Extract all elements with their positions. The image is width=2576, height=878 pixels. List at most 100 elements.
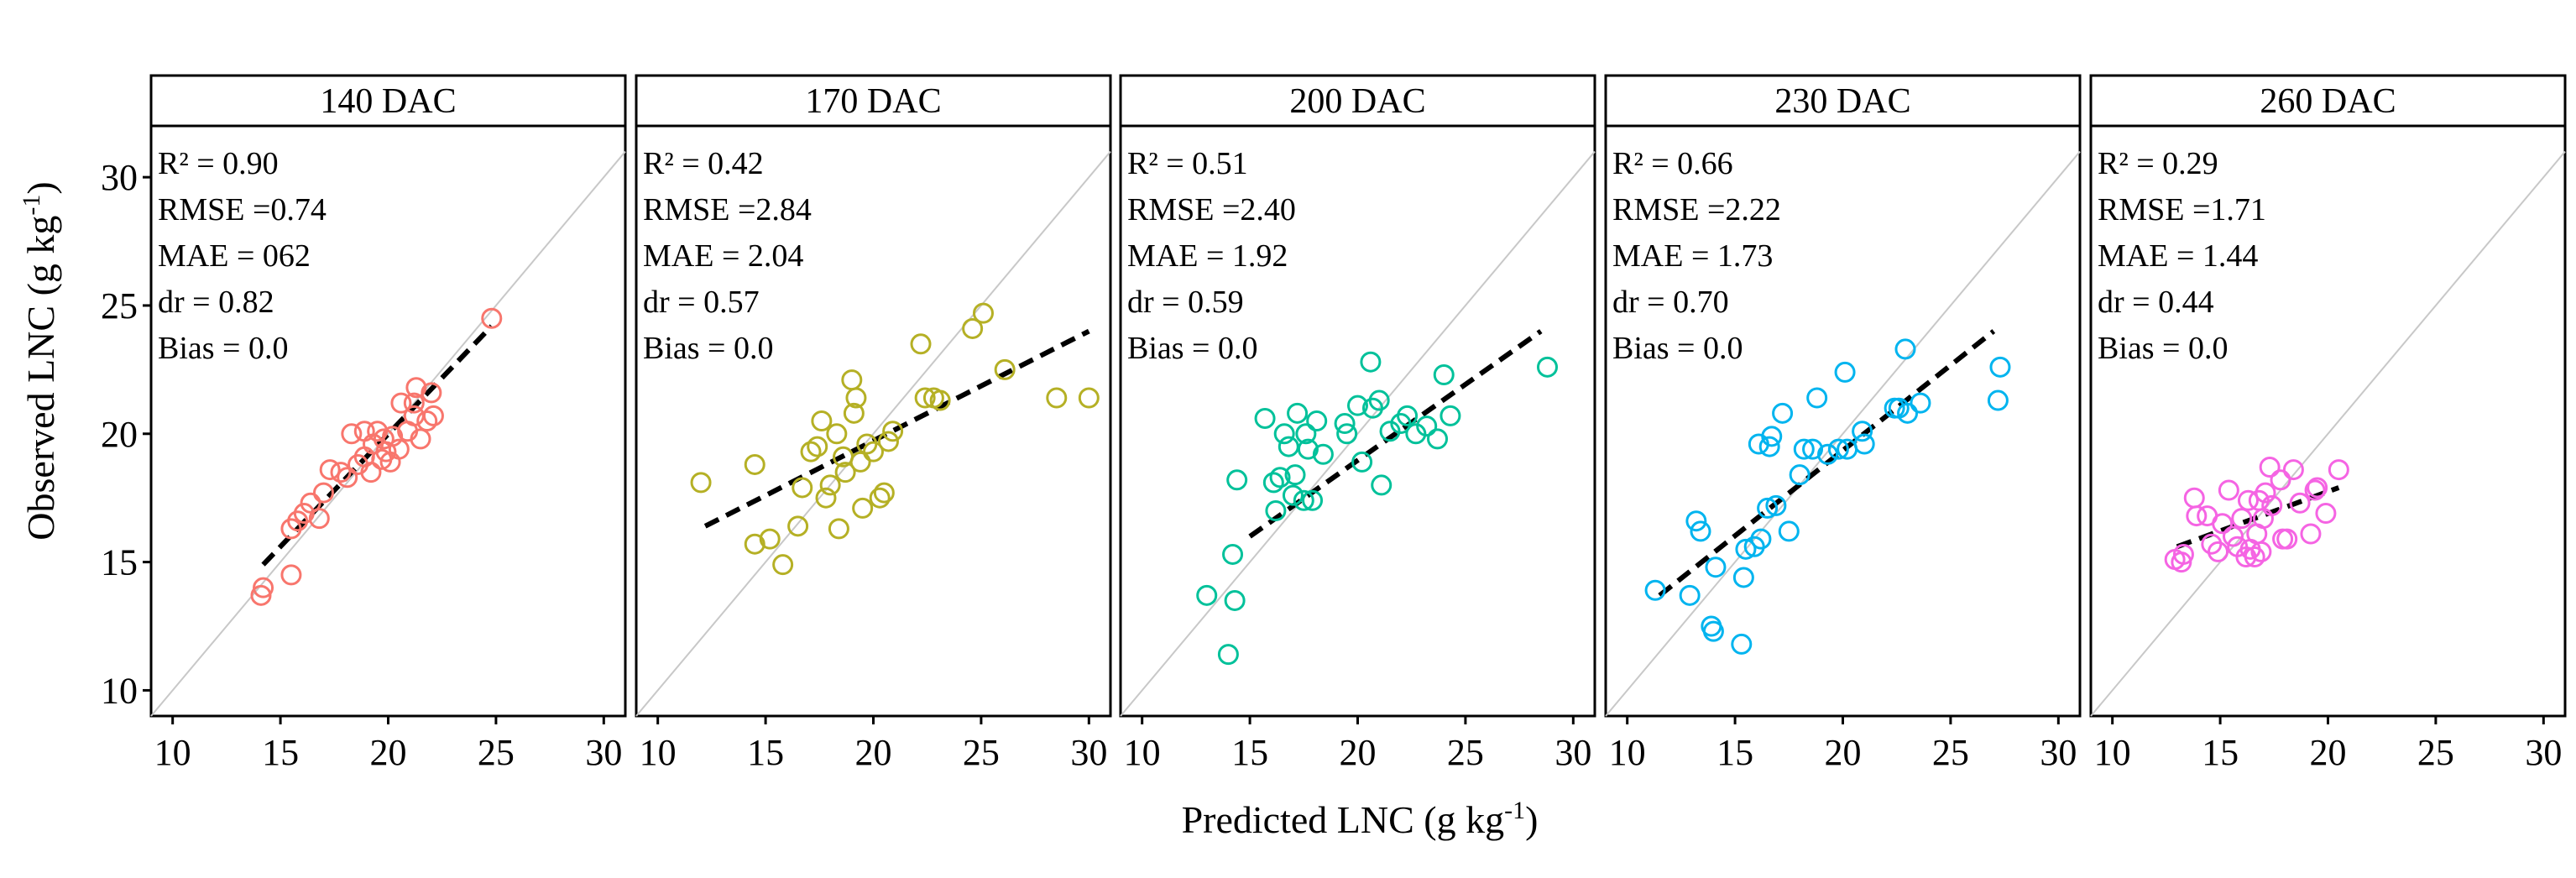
data-point [1217,644,1239,666]
stat-label: MAE = 2.04 [643,238,803,274]
data-point [962,317,984,339]
data-point [2259,457,2281,478]
x-tick-label: 10 [640,732,677,773]
data-point [863,441,884,463]
stat-label: R² = 0.42 [643,146,764,181]
panel-3: 200 DAC R² = 0.51 RMSE =2.40 MAE = 1.92 dr =… [1119,74,1596,773]
data-point [1732,567,1754,588]
data-point [405,377,427,399]
data-point [1806,387,1828,409]
data-point [1440,405,1461,426]
panel-header [1119,74,1596,128]
data-point [330,462,352,483]
data-point [2255,482,2276,504]
data-point [845,387,867,409]
stat-label: dr = 0.70 [1612,285,1729,320]
stat-label: R² = 0.66 [1612,146,1733,181]
data-point [994,358,1016,380]
data-point [792,477,813,499]
plot-frame [1604,124,2082,718]
stat-label: MAE = 1.44 [2098,238,2258,274]
data-point [1537,356,1558,378]
data-point [1758,436,1780,457]
x-tick-label: 10 [1609,732,1646,773]
data-point [308,508,330,530]
data-point [1293,489,1314,511]
plot-frame [2089,124,2567,718]
data-point [772,554,794,576]
panel-title: 260 DAC [2260,82,2396,121]
data-point [1269,467,1291,489]
x-tick-label: 20 [370,732,407,773]
data-point [319,459,341,481]
y-tick-label: 15 [101,542,138,583]
data-point [843,402,865,424]
stat-label: R² = 0.90 [158,146,279,181]
plot-frame [149,124,627,718]
data-point [807,436,828,457]
x-tick-label: 20 [1340,732,1377,773]
data-point [2172,543,2194,565]
x-tick-label: 25 [1447,732,1484,773]
stat-label: MAE = 1.73 [1612,238,1773,274]
data-point [929,389,951,411]
data-point [280,564,302,586]
data-point [2223,525,2244,547]
data-point [1705,557,1727,578]
data-point [1368,389,1390,411]
data-point [2250,541,2272,562]
data-point [759,528,781,550]
stat-label: dr = 0.82 [158,285,274,320]
data-point [1254,407,1276,429]
x-tick-label: 10 [2094,732,2131,773]
data-point [2307,477,2328,499]
data-point [1273,423,1295,445]
data-point [1295,423,1317,445]
data-point [1750,528,1772,550]
data-point [2304,479,2326,501]
data-point [1262,472,1284,494]
identity-line [1605,150,2081,717]
fit-line [703,328,1090,529]
y-tick-label: 20 [101,414,138,455]
data-point [852,497,874,519]
data-point [1078,387,1100,409]
data-point [1731,633,1753,655]
data-point [1853,433,1875,455]
data-point [2315,503,2337,525]
data-point [2237,489,2259,511]
data-point [1897,402,1919,424]
x-tick-label: 10 [1124,732,1161,773]
data-point [1894,338,1916,360]
data-point [388,438,410,460]
data-point [1297,438,1319,460]
panel-header [2089,74,2567,128]
data-point [914,387,936,409]
data-point [1793,438,1815,460]
data-point [849,451,871,473]
data-point [1379,421,1401,442]
data-point [1351,451,1373,473]
panel-title: 200 DAC [1289,82,1425,121]
data-point [1789,464,1811,486]
panel-1: 140 DAC R² = 0.90 RMSE =0.74 MAE = 062 dr = … [101,74,627,773]
identity-line [150,150,626,717]
data-point [1427,428,1449,450]
data-point [1416,415,1438,437]
stat-label: RMSE =2.84 [643,192,812,227]
data-point [1284,464,1306,486]
panel-header [1604,74,2082,128]
data-point [1735,538,1757,560]
data-point [2244,546,2265,567]
x-tick-label: 25 [963,732,1000,773]
data-point [1222,543,1244,565]
data-point [1685,510,1707,532]
y-tick-label: 10 [101,670,138,711]
data-point [300,492,321,514]
x-tick-label: 15 [747,732,784,773]
data-point [2300,523,2322,545]
x-axis-title: Predicted LNC (g kg-1) [1182,797,1539,841]
data-point [869,487,891,509]
data-point [2208,541,2229,562]
data-point [815,487,837,509]
